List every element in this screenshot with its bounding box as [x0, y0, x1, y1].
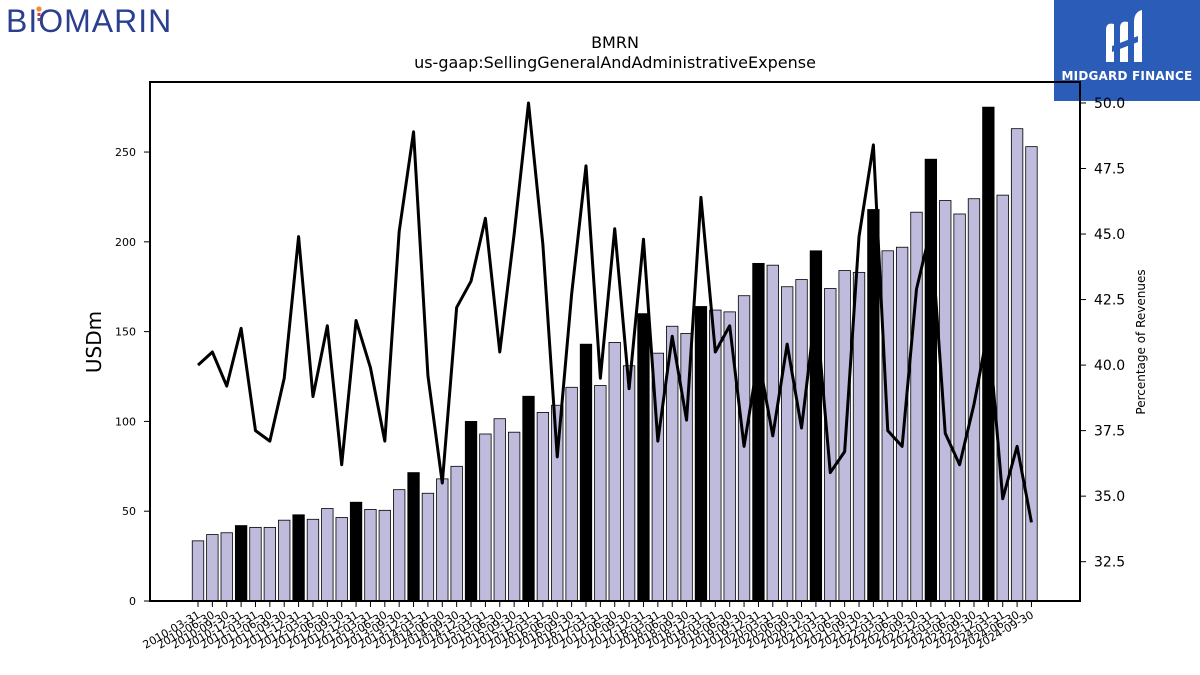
y2-tick-label: 45.0 [1094, 227, 1125, 243]
bar [622, 365, 636, 602]
bar [191, 540, 205, 602]
bar [436, 478, 449, 602]
bar [579, 343, 593, 602]
y2-tick-label: 32.5 [1094, 555, 1125, 571]
bar [939, 200, 952, 602]
bar [335, 517, 348, 602]
bar [637, 313, 650, 602]
y2-tick-label: 47.5 [1094, 162, 1125, 178]
bar [809, 250, 823, 602]
y2-tick-label: 40.0 [1094, 358, 1125, 374]
bar [953, 213, 966, 602]
bar [795, 279, 808, 602]
y-tick-label: 100 [115, 415, 136, 428]
y-tick-label: 0 [129, 595, 136, 608]
bar [321, 508, 334, 602]
right-y-axis-ticks: 32.5 35.0 37.5 40.0 42.5 45.0 47.5 50.0 [1080, 96, 1125, 571]
chart-subtitle: us-gaap:SellingGeneralAndAdministrativeE… [414, 53, 816, 72]
logo-bar-icon [37, 13, 41, 16]
bar [824, 288, 837, 602]
bar [306, 518, 320, 602]
y-tick-label: 50 [122, 505, 136, 518]
bar [781, 286, 794, 602]
bar [536, 412, 550, 602]
bar [924, 158, 938, 602]
bar [867, 209, 880, 602]
bar [220, 532, 233, 602]
plot-frame [149, 81, 1081, 602]
percentage-line [196, 101, 1033, 523]
y-axis-label: USDm [82, 311, 106, 373]
bar [565, 386, 578, 602]
y2-tick-label: 50.0 [1094, 96, 1125, 112]
y2-tick-label: 42.5 [1094, 293, 1125, 309]
bar [852, 271, 866, 602]
y2-tick-label: 37.5 [1094, 424, 1125, 440]
bar [709, 309, 722, 602]
bar [364, 509, 377, 602]
bar [292, 514, 305, 602]
left-y-axis-ticks: 0 50 100 150 200 250 [115, 146, 150, 608]
bar [421, 492, 435, 602]
brand-text: MIDGARD FINANCE [1061, 69, 1193, 83]
bar [378, 509, 391, 602]
midgard-finance-logo: MIDGARD FINANCE [1054, 0, 1200, 101]
midgard-logo-icon [1106, 10, 1142, 63]
bar [407, 472, 420, 602]
bar [551, 404, 564, 602]
biomarin-logo-text: BIOMARIN [6, 3, 172, 39]
logo-dot-icon [36, 6, 42, 12]
bar [507, 431, 521, 602]
bar [1010, 128, 1024, 602]
bar [608, 341, 621, 602]
bar [694, 306, 708, 602]
y-tick-label: 150 [115, 326, 136, 339]
bar [752, 262, 765, 602]
bar [249, 526, 262, 602]
bar [1025, 146, 1038, 602]
chart-title: BMRN [591, 33, 639, 52]
bar [479, 433, 492, 602]
bar [450, 465, 463, 602]
bar [522, 395, 535, 602]
bar [393, 489, 406, 602]
bar [278, 519, 291, 602]
bar [234, 525, 248, 602]
bar [206, 534, 219, 602]
biomarin-logo: BIOMARIN [4, 2, 214, 42]
bar [594, 385, 607, 602]
y-tick-label: 250 [115, 146, 136, 159]
bar [895, 246, 909, 602]
biomarin-logo-graphic: BIOMARIN [6, 3, 172, 39]
logo-bar-icon [37, 18, 41, 21]
bar [464, 421, 478, 602]
bar [996, 194, 1009, 602]
bar [493, 418, 506, 602]
x-axis-ticks: 2010-03-312010-06-302010-09-302010-12-31… [141, 601, 1036, 652]
y2-axis-label: Percentage of Revenues [1134, 269, 1148, 414]
bar [349, 501, 363, 602]
y2-tick-label: 35.0 [1094, 489, 1125, 505]
y-tick-label: 200 [115, 236, 136, 249]
bar [263, 526, 277, 602]
bar [737, 295, 751, 602]
